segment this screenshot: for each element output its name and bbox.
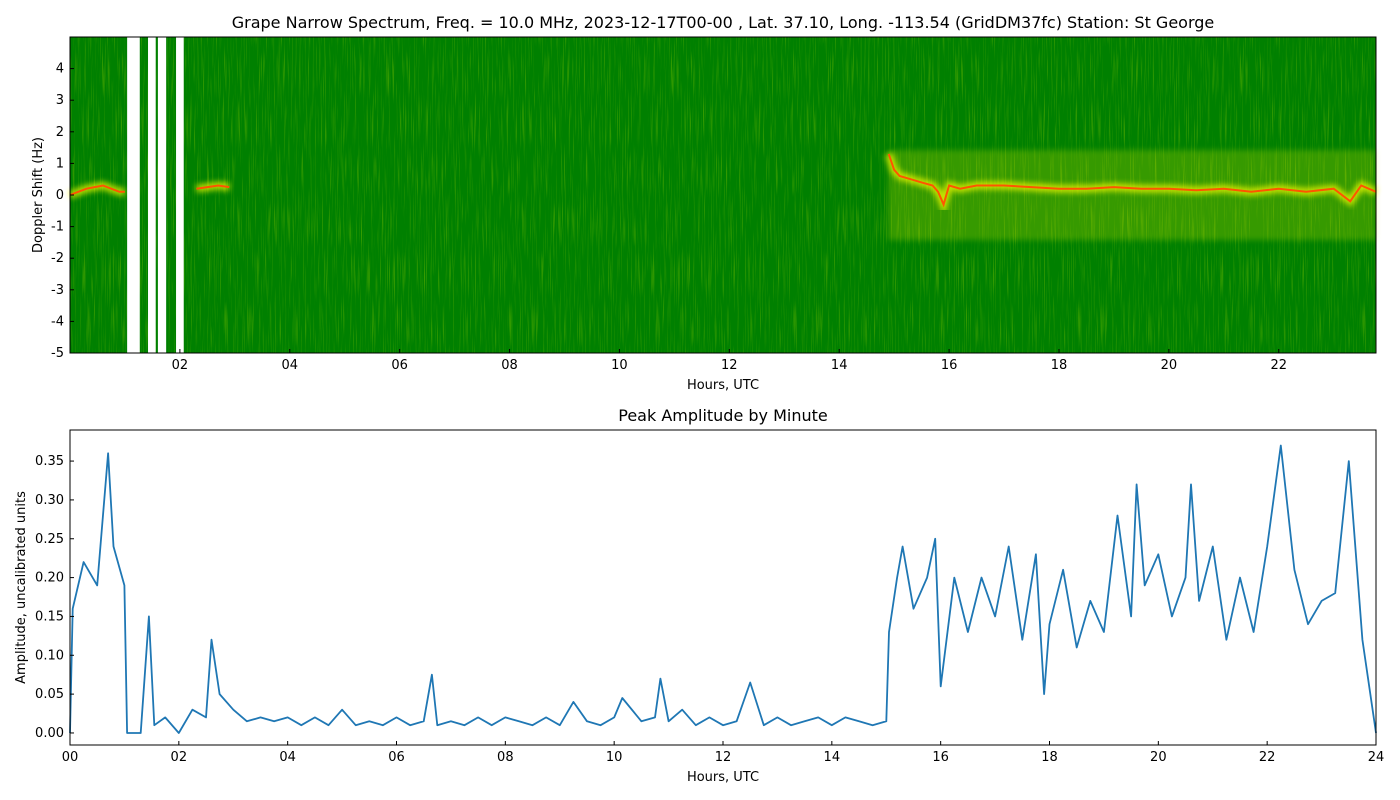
y-axis-label: Amplitude, uncalibrated units [14, 491, 29, 684]
x-tick-label: 06 [391, 358, 408, 373]
data-gap [176, 37, 184, 353]
x-tick-label: 20 [1150, 750, 1167, 765]
x-tick-label: 14 [824, 750, 841, 765]
amplitude-panel: 00 02 04 06 08 10 12 14 16 18 20 22 24 0.00 0.05 0.10 0.… [14, 406, 1384, 785]
y-tick-label: -1 [51, 220, 64, 235]
x-axis-label: Hours, UTC [687, 378, 759, 393]
x-tick-label: 18 [1041, 750, 1058, 765]
y-tick-label: 0.30 [35, 493, 64, 508]
y-tick-label: -2 [51, 251, 64, 266]
x-tick-label: 00 [62, 750, 79, 765]
y-tick-label: 3 [56, 93, 64, 108]
y-tick-label: 0.35 [35, 454, 64, 469]
x-tick-label: 14 [831, 358, 848, 373]
data-gap [148, 37, 156, 353]
x-tick-label: 08 [501, 358, 518, 373]
data-gap [157, 37, 167, 353]
x-tick-label: 02 [172, 358, 189, 373]
y-tick-label: -4 [51, 314, 64, 329]
x-tick-label: 04 [279, 750, 296, 765]
y-tick-label: 0.25 [35, 532, 64, 547]
x-tick-label: 10 [606, 750, 623, 765]
x-tick-label: 22 [1270, 358, 1287, 373]
x-tick-label: 10 [611, 358, 628, 373]
y-tick-label: 0.15 [35, 609, 64, 624]
x-tick-label: 16 [941, 358, 958, 373]
x-tick-label: 12 [721, 358, 738, 373]
amplitude-line [69, 444, 1377, 734]
y-tick-label: 0 [56, 188, 64, 203]
x-tick-label: 20 [1161, 358, 1178, 373]
axes-frame [69, 429, 1377, 746]
x-tick-label: 18 [1051, 358, 1068, 373]
y-tick-label: -3 [51, 283, 64, 298]
y-axis-label: Doppler Shift (Hz) [31, 137, 46, 253]
y-tick-label: 1 [56, 156, 64, 171]
x-tick-label: 12 [715, 750, 732, 765]
data-gap [127, 37, 140, 353]
y-tick-label: 0.05 [35, 687, 64, 702]
spectrogram-panel: 02 04 06 08 10 12 14 16 18 20 22-5-4-3-2-101234Gra… [31, 13, 1378, 393]
doppler-trace [69, 153, 1377, 208]
y-tick-label: 4 [56, 62, 64, 77]
chart-title: Grape Narrow Spectrum, Freq. = 10.0 MHz,… [232, 13, 1215, 32]
x-tick-label: 02 [171, 750, 188, 765]
y-tick-label: 0.20 [35, 571, 64, 586]
y-tick-label: -5 [51, 346, 64, 361]
x-tick-label: 08 [497, 750, 514, 765]
signal-haze [888, 150, 1376, 240]
x-tick-label: 06 [388, 750, 405, 765]
chart-title: Peak Amplitude by Minute [618, 406, 828, 425]
y-tick-label: 2 [56, 125, 64, 140]
x-axis-label: Hours, UTC [687, 770, 759, 785]
x-tick-label: 22 [1259, 750, 1276, 765]
y-tick-label: 0.10 [35, 648, 64, 663]
x-tick-label: 04 [281, 358, 298, 373]
x-tick-label: 24 [1368, 750, 1385, 765]
y-tick-label: 0.00 [35, 726, 64, 741]
x-tick-label: 16 [932, 750, 949, 765]
